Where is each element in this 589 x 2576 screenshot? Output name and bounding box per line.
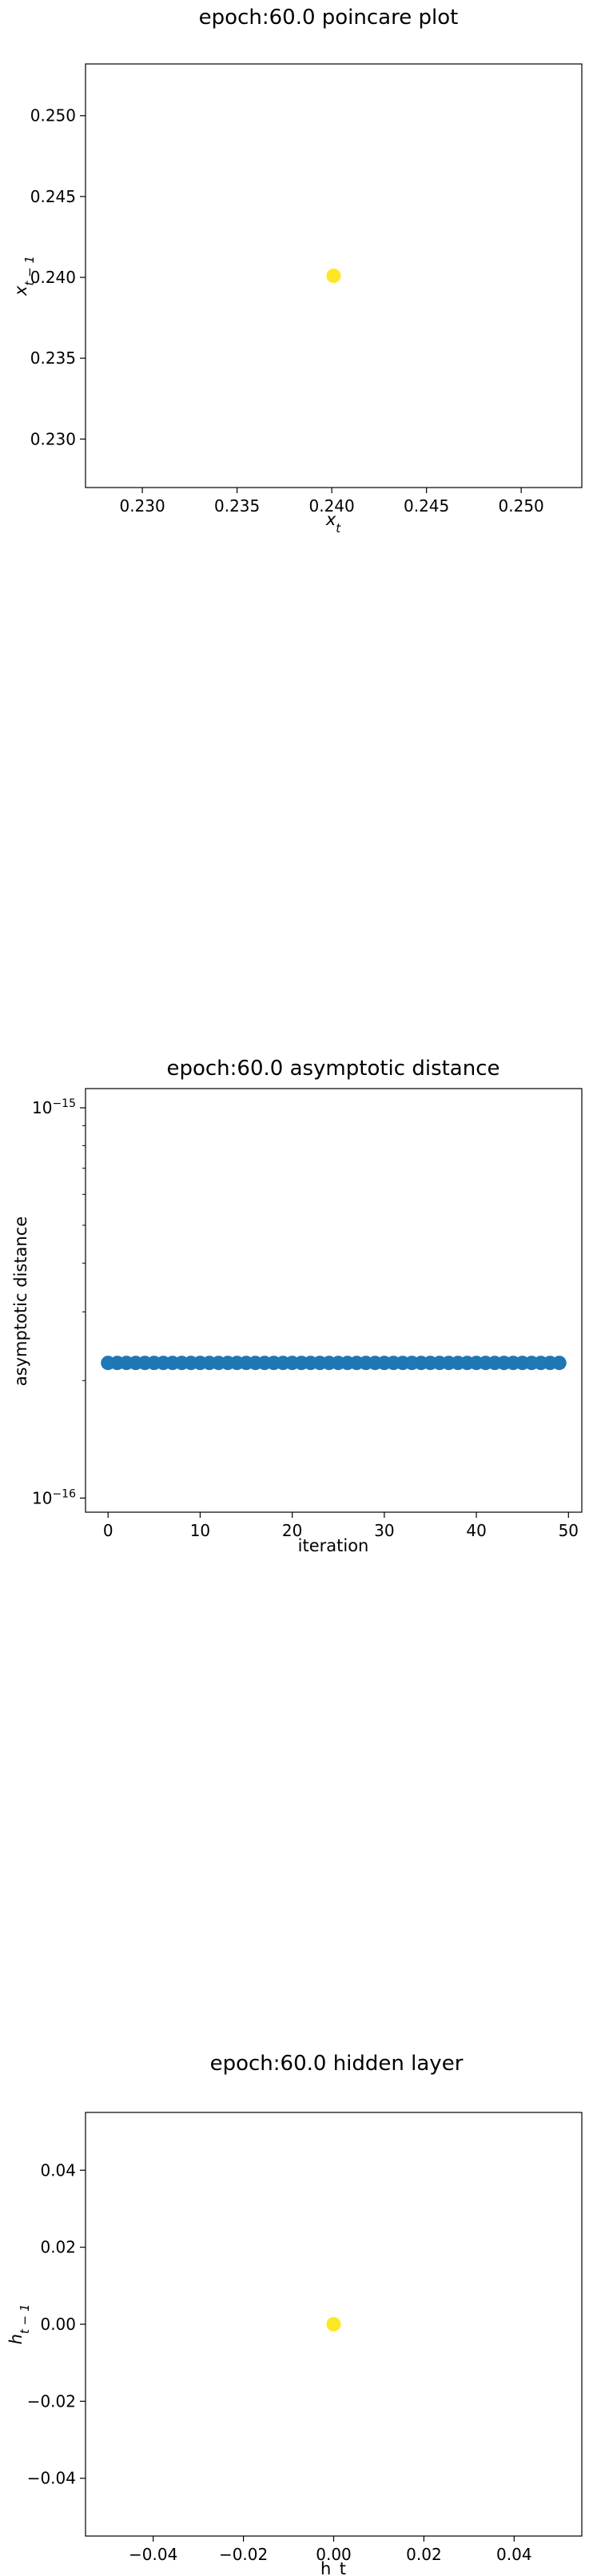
poincare-title: epoch:60.0 poincare plot <box>199 6 459 30</box>
poincare-chart: epoch:60.0 poincare plot 0.230 0.235 0.240… <box>11 6 583 536</box>
data-point <box>326 269 341 283</box>
y-tick-label: 10−15 <box>32 1097 76 1117</box>
hidden-layer-xlabel: h_t <box>320 2559 346 2576</box>
asymptotic-plot-area <box>85 1088 583 1513</box>
x-tick-label: 0.245 <box>404 496 449 516</box>
poincare-plot-area <box>85 63 583 488</box>
asymptotic-title: epoch:60.0 asymptotic distance <box>166 1057 499 1081</box>
x-tick-label: 50 <box>559 1521 579 1540</box>
y-tick-label: 0.04 <box>40 2160 76 2180</box>
x-tick-label: −0.04 <box>129 2545 177 2564</box>
x-tick-label: 0.250 <box>499 496 544 516</box>
y-tick-label: 0.02 <box>40 2238 76 2257</box>
x-tick-label: 0.240 <box>308 496 354 516</box>
poincare-ylabel: xt − 1 <box>11 256 37 297</box>
hidden-layer-ylabel: ht − 1 <box>6 2304 32 2345</box>
x-tick-label: 0 <box>103 1521 113 1540</box>
hidden-layer-title: epoch:60.0 hidden layer <box>210 2052 464 2076</box>
y-tick-label: −0.02 <box>27 2391 76 2411</box>
x-tick-label: 20 <box>282 1521 302 1540</box>
y-tick-label: 10−16 <box>32 1487 76 1507</box>
asymptotic-chart: epoch:60.0 asymptotic distance 0 10 20 30 40… <box>11 1057 583 1555</box>
data-point <box>326 2317 341 2331</box>
hidden-layer-chart: epoch:60.0 hidden layer −0.04 −0.02 0.00 0.… <box>6 2052 583 2576</box>
x-tick-label: 0.00 <box>316 2545 352 2564</box>
x-tick-label: 40 <box>466 1521 486 1540</box>
asymptotic-xlabel: iteration <box>298 1536 369 1555</box>
x-tick-label: −0.02 <box>219 2545 268 2564</box>
y-tick-label: −0.04 <box>27 2469 76 2488</box>
y-tick-label: 0.240 <box>30 268 76 287</box>
y-tick-label: 0.00 <box>40 2315 76 2334</box>
y-tick-label: 0.250 <box>30 106 76 125</box>
y-tick-label: 0.230 <box>30 429 76 448</box>
x-tick-label: 0.02 <box>406 2545 442 2564</box>
x-tick-label: 10 <box>190 1521 210 1540</box>
y-tick-label: 0.245 <box>30 187 76 206</box>
x-tick-label: 0.235 <box>214 496 260 516</box>
y-tick-label: 0.235 <box>30 348 76 368</box>
x-tick-label: 30 <box>374 1521 394 1540</box>
x-tick-label: 0.04 <box>496 2545 532 2564</box>
data-point <box>551 1356 567 1371</box>
x-tick-label: 0.230 <box>119 496 165 516</box>
asymptotic-ylabel: asymptotic distance <box>11 1216 30 1386</box>
